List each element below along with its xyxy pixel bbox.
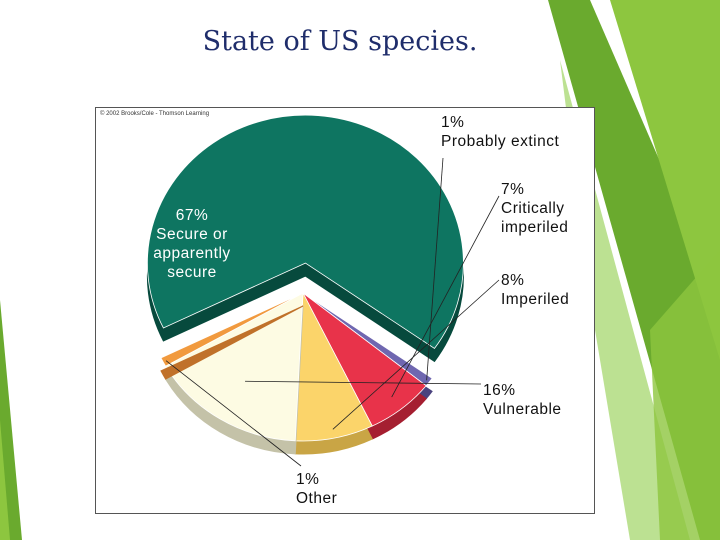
slice-label-other-pct: 1% [296, 471, 320, 488]
pie-chart [146, 114, 500, 467]
slice-label-imperiled-pct: 8% [501, 272, 525, 289]
slice-label-secure-line1: Secure or [156, 226, 228, 243]
slice-label-critically-imperiled: 7% Critically imperiled [501, 180, 568, 237]
slice-label-vulnerable-name: Vulnerable [483, 401, 562, 418]
slice-label-critically-imperiled-pct: 7% [501, 181, 525, 198]
slice-label-critically-imperiled-line1: Critically [501, 200, 565, 217]
figure-credit: © 2002 Brooks/Cole - Thomson Learning [100, 111, 210, 117]
pie-slice-other [160, 292, 304, 367]
slice-label-imperiled-name: Imperiled [501, 291, 570, 308]
green-accent-shape [0, 300, 22, 540]
slice-label-secure-line3: secure [167, 264, 217, 281]
slice-label-other: 1% Other [296, 470, 337, 508]
slice-label-critically-imperiled-line2: imperiled [501, 219, 569, 236]
slide-title: State of US species. [202, 26, 478, 57]
green-accent-shape [650, 250, 720, 540]
green-accent-shape [0, 420, 10, 540]
leader-line-vulnerable [245, 380, 482, 385]
slice-label-secure-pct: 67% [175, 207, 209, 224]
slice-label-secure: 67% Secure or apparently secure [136, 206, 248, 282]
slice-label-vulnerable: 16% Vulnerable [483, 381, 562, 419]
leader-line-critically-imperiled [391, 195, 500, 398]
slice-label-probably-extinct: 1% Probably extinct [441, 113, 559, 151]
pie-slice-side-other [160, 305, 304, 380]
slice-label-secure-line2: apparently [153, 245, 231, 262]
leader-line-probably-extinct [426, 157, 444, 381]
green-accent-shape [610, 0, 720, 360]
slice-label-probably-extinct-name: Probably extinct [441, 133, 560, 150]
slice-label-other-name: Other [296, 490, 338, 507]
slice-label-imperiled: 8% Imperiled [501, 271, 569, 309]
leader-line-imperiled [332, 279, 500, 430]
pie-chart-figure: © 2002 Brooks/Cole - Thomson Learning 67… [95, 107, 595, 514]
slice-label-vulnerable-pct: 16% [483, 382, 516, 399]
leader-line-other [165, 360, 302, 467]
slice-label-probably-extinct-pct: 1% [441, 114, 465, 131]
pie-slice-vulnerable [165, 292, 304, 442]
